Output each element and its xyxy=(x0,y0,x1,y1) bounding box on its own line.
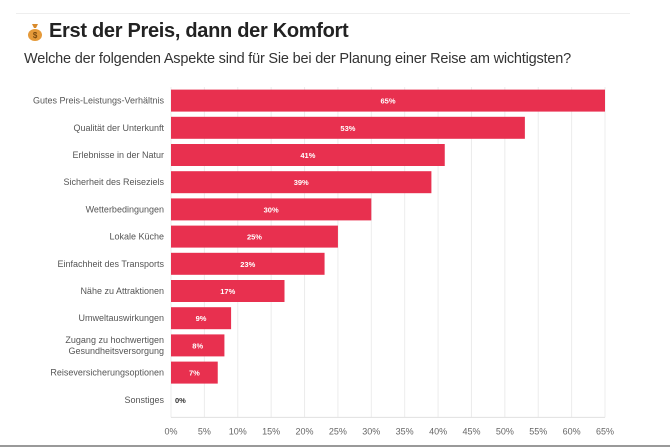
category-label: Einfachheit des Transports xyxy=(57,259,164,269)
data-label: 7% xyxy=(189,369,200,378)
chart-subtitle: Welche der folgenden Aspekte sind für Si… xyxy=(24,51,571,67)
bar xyxy=(171,144,445,166)
x-tick-label: 20% xyxy=(296,426,314,436)
data-label: 30% xyxy=(264,205,279,214)
category-label: Zugang zu hochwertigen Gesundheitsversorg… xyxy=(65,335,164,356)
x-tick-label: 40% xyxy=(429,426,447,436)
x-tick-label: 30% xyxy=(362,426,380,436)
category-label: Gutes Preis-Leistungs-Verhältnis xyxy=(33,96,165,106)
bar xyxy=(171,225,338,248)
chart-title-text: Erst der Preis, dann der Komfort xyxy=(49,20,349,42)
bar xyxy=(171,361,218,384)
data-label: 23% xyxy=(240,260,255,269)
bar xyxy=(171,198,372,221)
data-label: 53% xyxy=(340,124,355,133)
x-tick-label: 35% xyxy=(396,426,414,436)
data-label: 17% xyxy=(220,287,235,296)
x-tick-label: 5% xyxy=(198,426,211,436)
data-label: 8% xyxy=(192,341,203,350)
bar xyxy=(171,252,325,275)
category-label: Nähe zu Attraktionen xyxy=(80,286,164,296)
bar xyxy=(171,171,432,194)
bar xyxy=(171,307,232,330)
data-label: 65% xyxy=(380,97,395,106)
chart-title: $ Erst der Preis, dann der Komfort xyxy=(27,20,349,43)
svg-text:$: $ xyxy=(33,31,38,40)
top-divider xyxy=(16,13,630,14)
x-tick-label: 50% xyxy=(496,426,514,436)
data-label: 39% xyxy=(294,178,309,187)
bottom-divider xyxy=(0,445,670,447)
money-bag-icon: $ xyxy=(27,23,43,41)
data-label: 25% xyxy=(247,233,262,242)
category-label: Sicherheit des Reiseziels xyxy=(63,177,164,187)
x-tick-label: 10% xyxy=(229,426,247,436)
x-tick-label: 15% xyxy=(262,426,280,436)
category-label: Wetterbedingungen xyxy=(86,204,164,214)
bar xyxy=(171,280,285,302)
bar xyxy=(171,116,525,139)
bar xyxy=(171,334,225,357)
x-tick-label: 55% xyxy=(529,426,547,436)
category-label: Lokale Küche xyxy=(109,232,164,242)
data-label: 41% xyxy=(300,151,315,160)
category-label: Sonstiges xyxy=(124,395,164,405)
category-label: Umweltauswirkungen xyxy=(78,313,164,323)
bar xyxy=(171,89,605,112)
data-label: 0% xyxy=(175,396,186,405)
x-tick-label: 25% xyxy=(329,426,347,436)
data-label: 9% xyxy=(196,314,207,323)
x-tick-label: 45% xyxy=(462,426,480,436)
x-tick-label: 60% xyxy=(563,426,581,436)
category-label: Erlebnisse in der Natur xyxy=(72,150,164,160)
x-tick-label: 0% xyxy=(164,426,177,436)
category-label: Qualität der Unterkunft xyxy=(73,123,164,133)
category-label: Reiseversicherungsoptionen xyxy=(50,368,164,378)
x-tick-label: 65% xyxy=(596,426,614,436)
